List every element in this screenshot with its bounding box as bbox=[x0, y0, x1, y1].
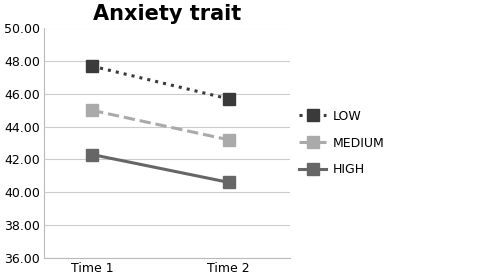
Title: Anxiety trait: Anxiety trait bbox=[93, 4, 242, 24]
Legend: LOW, MEDIUM, HIGH: LOW, MEDIUM, HIGH bbox=[299, 110, 384, 176]
